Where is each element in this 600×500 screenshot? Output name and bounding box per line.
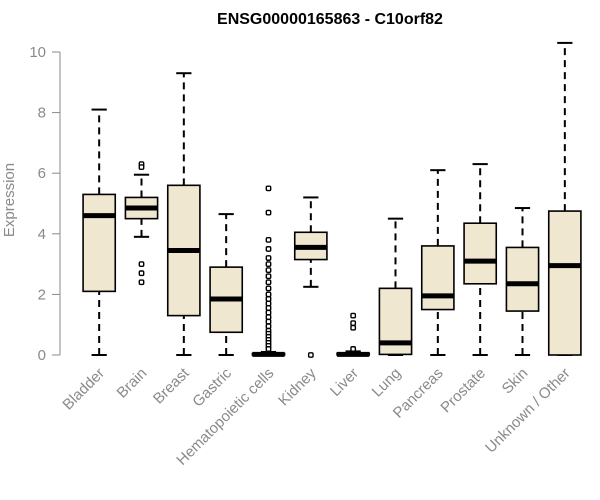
outlier-point	[265, 296, 272, 302]
x-tick-label: Bladder	[59, 365, 108, 414]
boxes	[82, 41, 582, 358]
outlier-point	[265, 267, 272, 274]
y-tick-label: 6	[38, 165, 46, 182]
outlier-point	[350, 324, 357, 331]
y-axis-label: Expression	[1, 163, 18, 237]
box-lung	[378, 217, 413, 356]
outlier-point	[265, 261, 272, 267]
y-tick-label: 2	[38, 286, 46, 303]
box-gastric	[209, 213, 244, 356]
outlier-point	[138, 261, 145, 267]
box-breast	[166, 72, 201, 356]
box-kidney	[293, 196, 328, 358]
x-tick-label: Lung	[369, 365, 405, 401]
y-axis: 0 2 4 6 8 10	[29, 44, 61, 364]
outlier-point	[138, 164, 145, 171]
iqr-box	[463, 222, 498, 285]
outlier-point	[307, 352, 314, 358]
outlier-point	[265, 209, 272, 216]
chart-title: ENSG00000165863 - C10orf82	[217, 11, 443, 28]
iqr-box	[82, 193, 117, 293]
x-tick-label: Brain	[114, 365, 151, 402]
outlier-point	[265, 279, 272, 286]
box-prostate	[463, 163, 498, 356]
x-tick-label: Kidney	[275, 364, 320, 409]
x-tick-label: Skin	[499, 365, 532, 398]
outlier-point	[265, 236, 272, 243]
y-tick-label: 8	[38, 105, 46, 122]
iqr-box	[547, 210, 582, 356]
outlier-point	[265, 255, 272, 261]
iqr-box	[420, 245, 455, 311]
outlier-point	[265, 309, 272, 316]
box-pancreas	[420, 169, 455, 356]
outlier-point	[138, 279, 145, 286]
iqr-box	[505, 246, 540, 312]
outlier-point	[265, 346, 272, 352]
outlier-point	[350, 320, 357, 327]
outlier-point	[265, 185, 272, 192]
outlier-point	[265, 323, 272, 330]
y-tick-label: 4	[38, 226, 46, 243]
outlier-point	[350, 312, 357, 319]
box-skin	[505, 207, 540, 356]
x-tick-label: Liver	[327, 365, 362, 400]
outlier-point	[265, 318, 272, 325]
x-tick-label: Prostate	[437, 365, 489, 417]
outlier-point	[265, 300, 272, 307]
outlier-point	[138, 270, 145, 277]
y-tick-label: 0	[38, 347, 46, 364]
box-brain	[124, 161, 159, 286]
outlier-point	[265, 285, 272, 292]
outlier-point	[265, 246, 272, 252]
box-bladder	[82, 108, 117, 356]
outlier-point	[265, 291, 272, 298]
box-unknown-other	[547, 41, 582, 356]
x-tick-label: Breast	[150, 364, 193, 407]
outlier-point	[265, 305, 272, 311]
box-liver	[336, 312, 371, 357]
y-tick-label: 10	[29, 44, 46, 61]
box-hematopoietic-cells	[251, 185, 286, 357]
outlier-point	[265, 273, 272, 280]
outlier-point	[350, 346, 357, 352]
outlier-point	[265, 314, 272, 321]
